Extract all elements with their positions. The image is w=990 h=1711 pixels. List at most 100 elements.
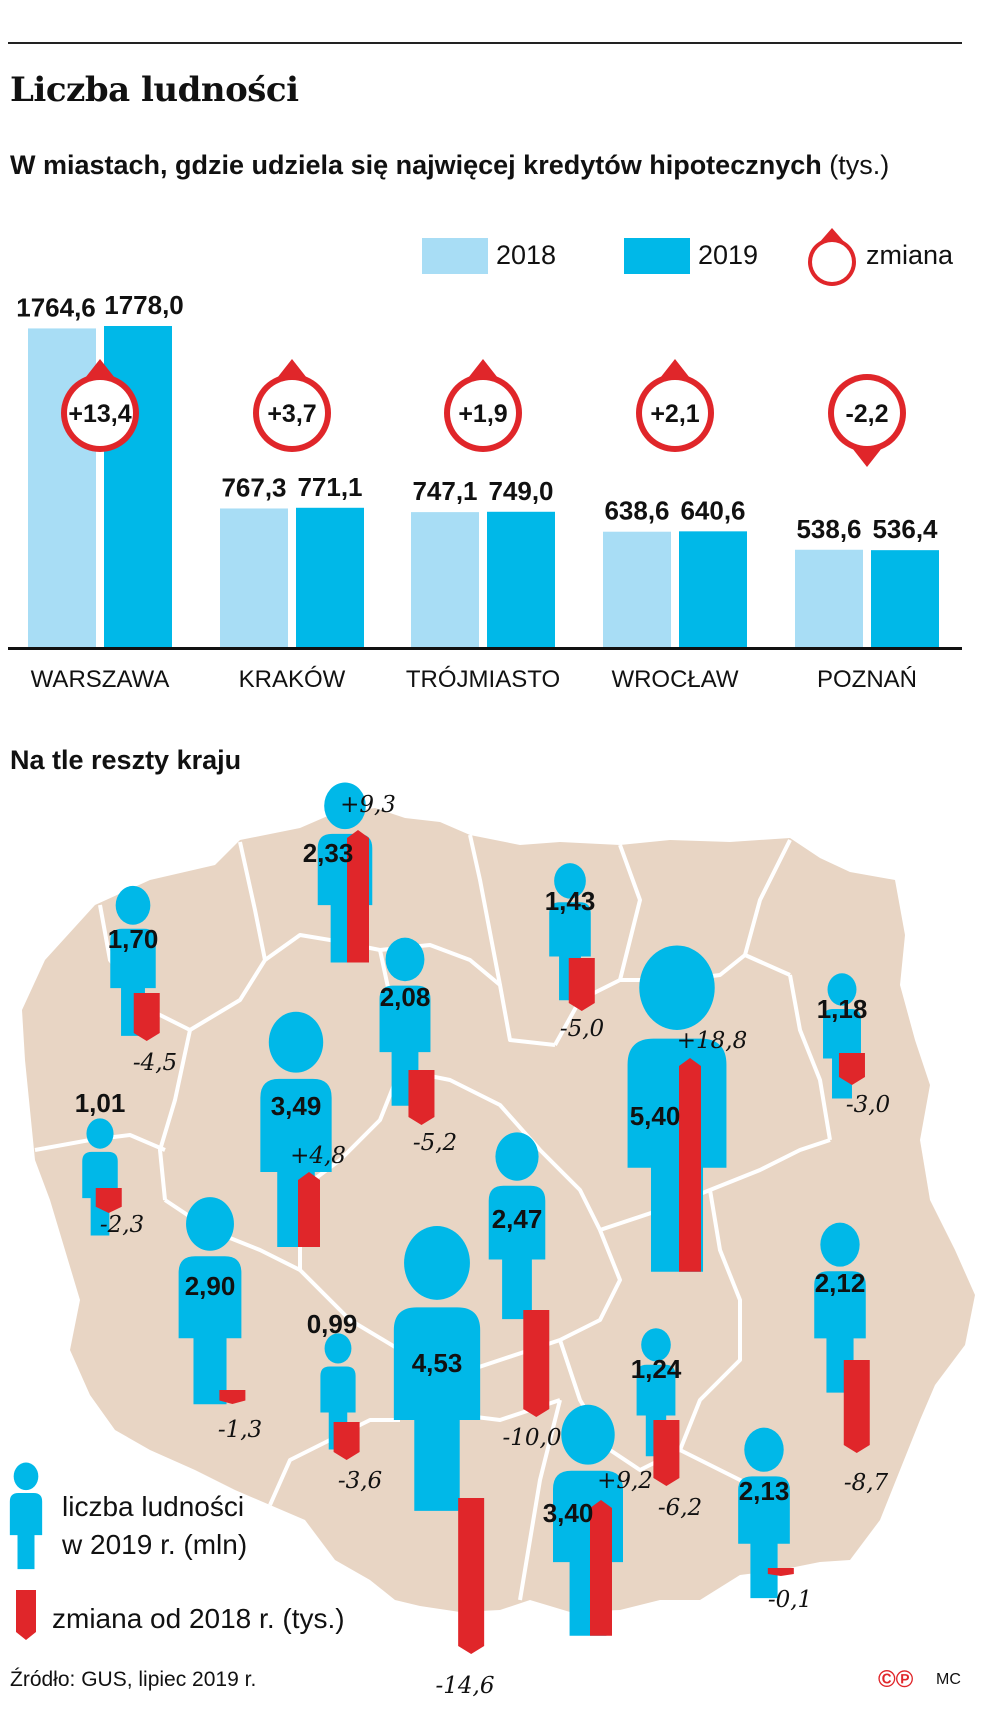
bar-2018	[411, 512, 479, 647]
person-head	[86, 1118, 114, 1149]
region-population-label: 1,43	[545, 886, 596, 916]
region-population-label: 2,12	[815, 1268, 866, 1298]
region-change-label: +4,8	[290, 1143, 346, 1169]
bar-label-2018: 747,1	[412, 476, 477, 506]
region-border	[788, 974, 832, 1141]
region-population-label: 5,40	[630, 1101, 681, 1131]
person-head	[324, 782, 366, 830]
change-bar	[133, 993, 160, 1041]
map-legend-change-bar	[16, 1590, 36, 1640]
bar-label-2018: 1764,6	[16, 292, 96, 322]
change-bar	[590, 1500, 612, 1636]
region-border	[678, 1189, 742, 1451]
change-bar-shape	[843, 1360, 870, 1453]
change-marker: +1,9	[444, 359, 522, 452]
change-bar	[16, 1590, 36, 1640]
region-marker: 0,99 -3,6	[307, 1309, 382, 1494]
person-body	[393, 1307, 481, 1511]
change-bar-shape	[653, 1420, 680, 1486]
region-population-label: 3,49	[271, 1091, 322, 1121]
region-marker: 2,33 +9,3	[303, 782, 396, 963]
category-label: WROCŁAW	[611, 666, 738, 693]
region-marker: 1,70 -4,5	[108, 885, 177, 1076]
person-head	[639, 945, 715, 1030]
change-bar	[298, 1172, 320, 1248]
bar-label-2018: 538,6	[796, 514, 861, 544]
region-population-label: 1,18	[817, 994, 868, 1024]
change-bar-shape	[523, 1310, 550, 1417]
region-change-label: -5,0	[560, 1016, 604, 1042]
region-change-label: -10,0	[503, 1425, 562, 1451]
region-marker: 2,90 -1,3	[178, 1197, 262, 1443]
legend-swatch-2018	[422, 238, 488, 274]
change-bar	[523, 1310, 550, 1417]
bar-2019	[296, 507, 364, 647]
region-change-label: +9,2	[597, 1468, 653, 1494]
region-change-label: -5,2	[413, 1130, 457, 1156]
map-legend-change: zmiana od 2018 r. (tys.)	[52, 1603, 345, 1634]
bar-label-2018: 638,6	[604, 496, 669, 526]
bar-2018	[795, 549, 863, 647]
legend-swatch-2019	[624, 238, 690, 274]
region-border	[518, 1399, 562, 1601]
person-icon	[9, 1462, 43, 1570]
region-marker: 3,49 +4,8	[260, 1011, 346, 1248]
region-border	[743, 839, 792, 956]
change-bar	[347, 830, 369, 963]
person-icon	[393, 1226, 481, 1511]
change-marker-face	[259, 380, 325, 446]
change-bar-shape	[838, 1053, 865, 1085]
person-head	[554, 863, 586, 899]
change-bar-shape	[458, 1498, 485, 1654]
region-population-label: 0,99	[307, 1309, 358, 1339]
change-value-label: +2,1	[650, 400, 699, 428]
region-change-label: -14,6	[436, 1673, 495, 1699]
change-bar-shape	[298, 1172, 320, 1248]
change-bar-shape	[133, 993, 160, 1041]
person-body	[9, 1492, 43, 1570]
change-marker-face	[67, 380, 133, 446]
region-marker: 3,40+9,2	[543, 1404, 653, 1636]
change-bar	[767, 1568, 794, 1576]
bar-2019	[104, 326, 172, 647]
person-head	[324, 1333, 352, 1364]
region-marker: 2,08 -5,2	[379, 937, 457, 1156]
change-bar-shape	[590, 1500, 612, 1636]
region-change-label: -8,7	[844, 1470, 889, 1496]
region-marker: 5,40 +18,8	[627, 945, 747, 1272]
region-border	[379, 943, 556, 1047]
region-border	[468, 834, 502, 986]
source-note: Źródło: GUS, lipiec 2019 r.	[10, 1668, 257, 1691]
region-population-label: 2,90	[185, 1271, 236, 1301]
change-marker: +3,7	[253, 359, 331, 452]
region-change-label: -3,6	[338, 1468, 382, 1494]
legend-label-2019: 2019	[698, 240, 759, 270]
bar-label-2019: 771,1	[297, 472, 362, 502]
region-marker: 1,01 -2,3	[75, 1088, 144, 1238]
bar-label-2019: 749,0	[488, 476, 553, 506]
person-head	[827, 973, 857, 1006]
person-body	[553, 1470, 623, 1636]
x-axis-baseline	[8, 647, 962, 650]
bar-2019	[871, 550, 939, 647]
change-bar-shape	[767, 1568, 794, 1576]
person-head	[186, 1197, 234, 1251]
region-border	[238, 841, 267, 961]
bar-label-2019: 1778,0	[104, 290, 184, 320]
map-legend-population: liczba ludności w 2019 r. (mln)	[62, 1488, 247, 1564]
person-icon	[627, 945, 727, 1272]
chart-subtitle: W miastach, gdzie udziela się najwięcej …	[10, 148, 910, 182]
change-bar	[95, 1188, 122, 1213]
region-marker: 2,47 -10,0	[488, 1132, 562, 1451]
section-title-map: Na tle reszty kraju	[10, 745, 242, 775]
region-change-label: -4,5	[133, 1050, 177, 1076]
region-border	[599, 1138, 831, 1232]
change-bar-shape	[333, 1422, 360, 1460]
region-population-label: 2,13	[739, 1476, 790, 1506]
region-population-label: 2,33	[303, 838, 354, 868]
category-label: POZNAŃ	[817, 666, 917, 693]
bar-chart-layer: 1764,6 1778,0 WARSZAWA +13,4 767,3 771,1 KRAKÓ…	[8, 290, 962, 693]
region-marker: 2,13 -0,1	[738, 1427, 812, 1613]
change-bar-shape	[408, 1070, 435, 1125]
